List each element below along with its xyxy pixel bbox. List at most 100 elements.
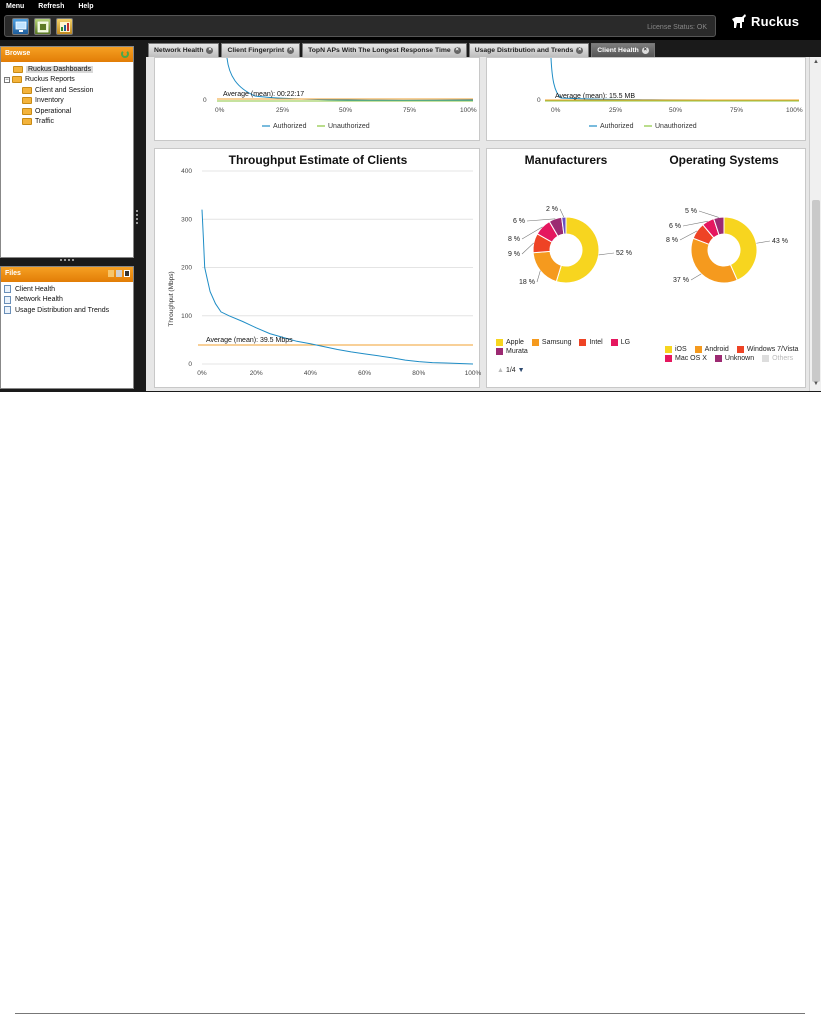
scroll-up-icon[interactable]: ▲ <box>813 59 819 65</box>
legend-item-ios[interactable]: iOS <box>665 346 687 353</box>
tree-item-label: Operational <box>35 107 72 115</box>
legend-item-android[interactable]: Android <box>694 346 729 353</box>
legend-item-windows[interactable]: Windows 7/Vista <box>736 346 799 353</box>
x-tick-label: 0% <box>551 107 561 114</box>
files-panel-header: Files <box>1 267 133 282</box>
sidebar-resize-handle[interactable] <box>136 210 138 224</box>
close-icon[interactable]: × <box>206 47 214 54</box>
legend-item-unknown[interactable]: Unknown <box>714 355 755 362</box>
tree-item-inventory[interactable]: Inventory <box>4 96 130 107</box>
pie-slice <box>713 216 725 236</box>
leader-line <box>559 208 565 218</box>
report-tabs: Network Health × Client Fingerprint × TopN… <box>148 43 655 57</box>
x-tick-label: 0% <box>197 370 207 377</box>
legend-swatch <box>694 346 702 353</box>
leader-line <box>521 226 543 240</box>
delete-icon[interactable] <box>116 270 122 277</box>
legend-item-others[interactable]: Others <box>762 355 793 362</box>
legend-label: Windows 7/Vista <box>746 346 799 353</box>
file-item-label: Client Health <box>15 285 56 293</box>
average-label: Average (mean): 39.5 Mbps <box>206 337 293 344</box>
close-icon[interactable]: × <box>287 47 295 54</box>
scroll-thumb[interactable] <box>812 200 820 382</box>
tab-network-health[interactable]: Network Health × <box>148 43 220 57</box>
close-icon[interactable]: × <box>641 47 649 54</box>
y-tick-label: 200 <box>181 265 192 272</box>
tab-label: Network Health <box>154 47 204 54</box>
file-item-network-health[interactable]: Network Health <box>4 295 130 306</box>
os-title: Operating Systems <box>669 153 779 167</box>
pager-down-icon[interactable]: ▼ <box>517 367 525 374</box>
average-label: Average (mean): 15.5 MB <box>555 93 635 100</box>
tab-topn-aps[interactable]: TopN APs With The Longest Response Time × <box>302 43 467 57</box>
legend-label: iOS <box>675 346 687 353</box>
folder-icon <box>12 76 22 84</box>
file-item-client-health[interactable]: Client Health <box>4 284 130 295</box>
dashboard-content: Average (mean): 00:22:17 0 0% 25% 50% 75… <box>146 57 821 391</box>
tab-label: Usage Distribution and Trends <box>474 47 574 54</box>
chart-title: Throughput Estimate of Clients <box>229 153 408 167</box>
close-icon[interactable]: × <box>576 47 584 54</box>
menu-item-menu[interactable]: Menu <box>6 3 25 10</box>
tab-client-fingerprint[interactable]: Client Fingerprint × <box>221 43 301 57</box>
menu-item-refresh[interactable]: Refresh <box>38 3 65 10</box>
y-tick-label: 300 <box>181 216 192 223</box>
content-scrollbar[interactable]: ▲ ▼ <box>809 57 821 391</box>
tree-item-ruckus-dashboards[interactable]: Ruckus Dashboards <box>4 64 130 75</box>
legend-item-macos[interactable]: Mac OS X <box>665 355 707 362</box>
legend-label: Samsung <box>541 339 572 346</box>
tree-item-ruckus-reports[interactable]: − Ruckus Reports <box>4 75 130 86</box>
x-tick-label: 25% <box>609 107 622 114</box>
panel-resize-handle[interactable] <box>60 259 74 262</box>
slice-label: 9 % <box>508 251 520 258</box>
legend-swatch <box>762 355 770 362</box>
legend-item-apple[interactable]: Apple <box>496 339 524 346</box>
reports-icon[interactable] <box>56 18 73 35</box>
manufacturers-donut: 52 % 18 % 9 % 8 % 6 % 2 % <box>508 206 632 286</box>
browse-panel-header: Browse <box>1 47 133 62</box>
legend-item-lg[interactable]: LG <box>610 339 631 346</box>
legend-label: Mac OS X <box>675 355 707 362</box>
collapse-icon[interactable]: − <box>4 76 10 83</box>
console-icon[interactable] <box>34 18 51 35</box>
leader-line <box>756 240 771 244</box>
legend-item-samsung[interactable]: Samsung <box>531 339 572 346</box>
tab-usage-distribution[interactable]: Usage Distribution and Trends × <box>468 43 590 57</box>
x-tick-label: 0% <box>215 107 225 114</box>
tree-item-client-and-session[interactable]: Client and Session <box>4 85 130 96</box>
pager-label: 1/4 <box>505 367 516 374</box>
scroll-down-icon[interactable]: ▼ <box>813 381 819 387</box>
menu-item-help[interactable]: Help <box>78 3 94 10</box>
x-tick-label: 50% <box>669 107 682 114</box>
tree-item-traffic[interactable]: Traffic <box>4 117 130 128</box>
list-icon[interactable] <box>124 270 130 277</box>
legend-label: Apple <box>506 339 524 346</box>
tree-item-operational[interactable]: Operational <box>4 106 130 117</box>
legend-item-intel[interactable]: Intel <box>579 339 603 346</box>
x-tick-label: 25% <box>276 107 289 114</box>
x-tick-label: 100% <box>786 107 803 114</box>
pager-up-icon[interactable]: ▲ <box>497 367 504 374</box>
legend-label: Murata <box>506 348 528 355</box>
close-icon[interactable]: × <box>453 47 461 54</box>
file-item-usage-distribution[interactable]: Usage Distribution and Trends <box>4 305 130 316</box>
distribution-charts: Manufacturers Operating Systems 52 % 18 %… <box>508 153 788 286</box>
monitor-icon[interactable] <box>12 18 29 35</box>
tab-client-health[interactable]: Client Health × <box>591 43 655 57</box>
leader-line <box>536 270 541 283</box>
legend-swatch <box>531 339 539 346</box>
pie-slice <box>723 216 758 281</box>
legend-item-murata[interactable]: Murata <box>496 348 528 355</box>
refresh-icon[interactable] <box>121 50 129 58</box>
folder-icon <box>22 118 32 126</box>
slice-label: 6 % <box>513 218 525 225</box>
y-tick-label: 0 <box>537 97 541 104</box>
slice-label: 6 % <box>669 223 681 230</box>
legend-label: Unknown <box>724 355 755 362</box>
edit-icon[interactable] <box>108 270 114 277</box>
traffic-usage-card: Average (mean): 15.5 MB 0 0% 25% 50% 75%… <box>486 57 806 141</box>
legend-label: LG <box>620 339 631 346</box>
browse-tree: Ruckus Dashboards − Ruckus Reports Clien… <box>1 62 133 129</box>
throughput-series-line <box>201 209 474 365</box>
authorized-line <box>226 57 474 101</box>
